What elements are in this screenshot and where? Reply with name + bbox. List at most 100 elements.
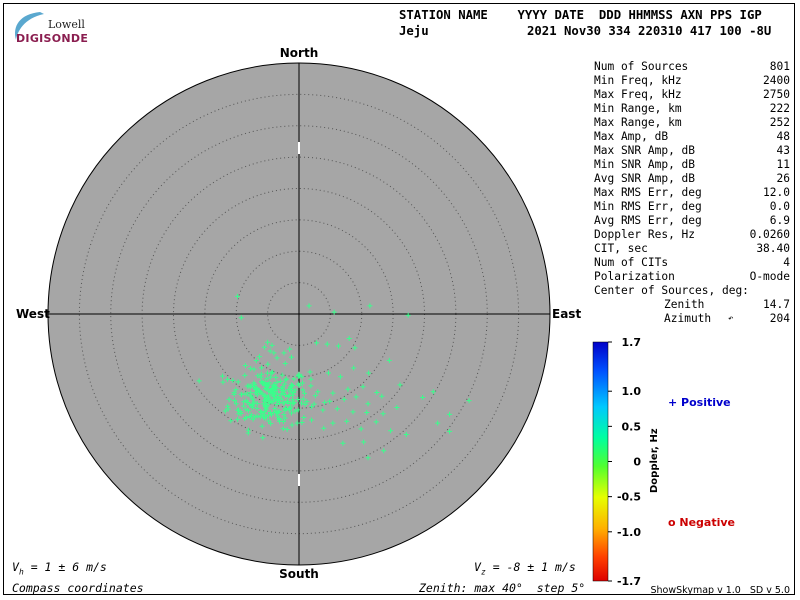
source-point (254, 386, 260, 392)
header-station: Jeju (399, 24, 429, 38)
source-point (299, 374, 305, 380)
stat-value: 6.9 (769, 214, 790, 227)
source-point (262, 415, 268, 421)
legend-positive: + Positive (668, 396, 731, 409)
azimuth-arrow-icon: ↶ (728, 314, 734, 324)
source-point (358, 426, 364, 432)
source-point (242, 391, 248, 397)
colorbar-tick-label: 0.5 (622, 420, 642, 433)
source-point (274, 401, 280, 407)
source-point (246, 383, 252, 389)
vz-velocity: Vz = -8 ± 1 m/s (474, 560, 576, 577)
source-point (241, 403, 247, 409)
source-point (430, 389, 436, 395)
source-point (366, 370, 372, 376)
stat-label: Polarization (594, 270, 675, 283)
stat-row: Max SNR Amp, dB 43 (594, 144, 792, 158)
stat-label: Max Amp, dB (594, 130, 669, 143)
source-point (381, 448, 387, 454)
source-point (242, 363, 248, 369)
source-point (231, 390, 237, 396)
stat-value: 2400 (763, 74, 790, 87)
stat-row-zenith: Zenith 14.7 (594, 298, 792, 312)
source-point (220, 379, 226, 385)
source-point (299, 400, 305, 406)
stats-panel: Num of Sources 801 Min Freq, kHz 2400 Max Fr… (594, 60, 792, 326)
source-point (250, 396, 256, 402)
source-point (262, 382, 268, 388)
colorbar-ticks: 1.7 1.0 0.5 0 -0.5 -1.0 -1.7 (608, 336, 641, 588)
source-point (262, 409, 268, 415)
stat-label: Avg SNR Amp, dB (594, 172, 696, 185)
source-point (308, 383, 314, 389)
source-point (282, 407, 288, 413)
stat-row-azimuth: Azimuth ↶ 204 (594, 312, 792, 326)
source-point (306, 303, 312, 309)
source-point (264, 370, 270, 376)
stat-label: Doppler Res, Hz (594, 228, 696, 241)
source-point (311, 401, 317, 407)
source-point (340, 440, 346, 446)
source-point (330, 420, 336, 426)
colorbar-tick-label: -1.7 (617, 575, 641, 588)
source-point (367, 303, 373, 309)
source-point (247, 402, 253, 408)
stat-label: Min Freq, kHz (594, 74, 682, 87)
stat-label: Avg RMS Err, deg (594, 214, 702, 227)
source-point (273, 374, 279, 380)
stat-value: 0.0 (769, 200, 790, 213)
source-point (322, 399, 328, 405)
source-point (299, 380, 305, 386)
source-point (304, 399, 310, 405)
source-point (258, 371, 264, 377)
stat-row: Avg RMS Err, deg 6.9 (594, 214, 792, 228)
source-point (280, 400, 286, 406)
source-point (257, 388, 263, 394)
source-point (351, 365, 357, 371)
source-point (405, 312, 411, 318)
source-point (278, 378, 284, 384)
colorbar-tick-label: 1.7 (622, 336, 642, 349)
source-point (271, 350, 277, 356)
source-point (365, 455, 371, 461)
stat-value: 222 (769, 102, 790, 115)
source-point (299, 419, 305, 425)
source-points (196, 293, 472, 461)
source-point (325, 370, 331, 376)
source-point (236, 407, 242, 413)
stat-value: 801 (769, 60, 790, 73)
source-point (238, 411, 244, 417)
source-point (265, 339, 271, 345)
source-point (447, 428, 453, 434)
source-point (264, 376, 270, 382)
stat-value: 43 (776, 144, 790, 157)
source-point (196, 378, 202, 384)
stat-value-azimuth: 204 (769, 312, 790, 325)
source-point (252, 390, 258, 396)
source-point (291, 400, 297, 406)
source-point (258, 374, 264, 380)
stat-value: 252 (769, 116, 790, 129)
source-point (259, 423, 265, 429)
source-point (260, 435, 266, 441)
source-point (244, 414, 250, 420)
source-point (300, 387, 306, 393)
source-point (285, 394, 291, 400)
zenith-scale-label: Zenith: max 40° step 5° (419, 581, 586, 595)
source-point (256, 354, 262, 360)
source-point (327, 398, 333, 404)
label-west: West (16, 307, 50, 321)
stat-row: Center of Sources, deg: (594, 284, 792, 298)
source-point (374, 389, 380, 395)
stat-row: Min SNR Amp, dB 11 (594, 158, 792, 172)
source-point (253, 358, 259, 364)
source-point (268, 374, 274, 380)
label-south: South (279, 567, 319, 581)
stat-label: Max SNR Amp, dB (594, 144, 696, 157)
source-point (248, 366, 254, 372)
source-point (334, 406, 340, 412)
colorbar-tick-label: 0 (633, 456, 641, 469)
source-point (262, 392, 268, 398)
source-point (290, 392, 296, 398)
source-point (269, 342, 275, 348)
